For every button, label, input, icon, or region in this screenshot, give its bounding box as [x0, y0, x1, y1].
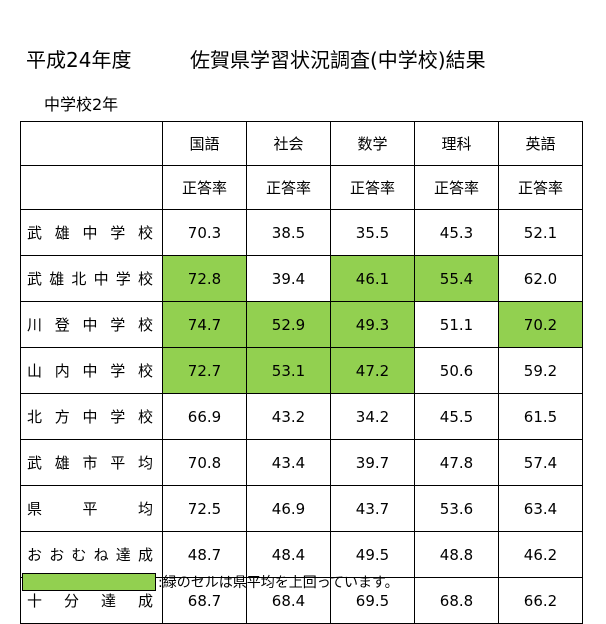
- score-cell: 53.6: [414, 485, 499, 532]
- score-cell: 35.5: [330, 209, 415, 256]
- subject-header: 英語: [498, 121, 583, 166]
- score-cell: 74.7: [162, 301, 247, 348]
- school-name-cell: 北方中学校: [20, 393, 163, 440]
- rate-header: 正答率: [246, 165, 331, 210]
- school-name: 武雄中学校: [27, 224, 153, 242]
- score-cell: 66.2: [498, 577, 583, 624]
- school-name: 十分達成: [27, 592, 153, 610]
- score-cell: 72.8: [162, 255, 247, 302]
- score-cell: 39.7: [330, 439, 415, 486]
- rate-header: 正答率: [414, 165, 499, 210]
- subject-header-row: 国語 社会 数学 理科 英語: [20, 121, 583, 166]
- score-cell: 48.4: [246, 531, 331, 578]
- table-row: 川登中学校 74.7 52.9 49.3 51.1 70.2: [20, 301, 583, 348]
- score-cell: 55.4: [414, 255, 499, 302]
- score-cell: 43.4: [246, 439, 331, 486]
- school-name: 県平均: [27, 500, 153, 518]
- score-cell: 69.5: [330, 577, 415, 624]
- score-cell: 49.5: [330, 531, 415, 578]
- score-cell: 70.8: [162, 439, 247, 486]
- rate-header-row: 正答率 正答率 正答率 正答率 正答率: [20, 165, 583, 210]
- score-cell: 51.1: [414, 301, 499, 348]
- score-cell: 70.2: [498, 301, 583, 348]
- score-cell: 46.2: [498, 531, 583, 578]
- score-cell: 47.2: [330, 347, 415, 394]
- table-row: 武雄北中学校 72.8 39.4 46.1 55.4 62.0: [20, 255, 583, 302]
- year-title: 平成24年度: [26, 48, 132, 72]
- table-row: 北方中学校 66.9 43.2 34.2 45.5 61.5: [20, 393, 583, 440]
- score-cell: 48.7: [162, 531, 247, 578]
- score-cell: 68.8: [414, 577, 499, 624]
- score-cell: 43.7: [330, 485, 415, 532]
- subject-header: 数学: [330, 121, 415, 166]
- score-cell: 68.7: [162, 577, 247, 624]
- table-row: おおむね達成 48.7 48.4 49.5 48.8 46.2: [20, 531, 583, 578]
- school-name: 北方中学校: [27, 408, 153, 426]
- school-name-cell: 県平均: [20, 485, 163, 532]
- school-name: 川登中学校: [27, 316, 153, 334]
- school-name-cell: 山内中学校: [20, 347, 163, 394]
- score-cell: 59.2: [498, 347, 583, 394]
- table-row: 十分達成 68.7 68.4 69.5 68.8 66.2: [20, 577, 583, 624]
- score-cell: 61.5: [498, 393, 583, 440]
- score-cell: 45.3: [414, 209, 499, 256]
- table-row: 武雄中学校 70.3 38.5 35.5 45.3 52.1: [20, 209, 583, 256]
- school-name-cell: 武雄市平均: [20, 439, 163, 486]
- school-name-cell: 武雄中学校: [20, 209, 163, 256]
- score-cell: 38.5: [246, 209, 331, 256]
- score-cell: 52.1: [498, 209, 583, 256]
- table-row: 山内中学校 72.7 53.1 47.2 50.6 59.2: [20, 347, 583, 394]
- score-cell: 48.8: [414, 531, 499, 578]
- school-name: 武雄北中学校: [27, 270, 153, 288]
- score-cell: 34.2: [330, 393, 415, 440]
- score-cell: 72.7: [162, 347, 247, 394]
- score-cell: 66.9: [162, 393, 247, 440]
- score-cell: 46.9: [246, 485, 331, 532]
- score-cell: 62.0: [498, 255, 583, 302]
- page-title: 佐賀県学習状況調査(中学校)結果: [190, 48, 486, 72]
- table-row: 県平均 72.5 46.9 43.7 53.6 63.4: [20, 485, 583, 532]
- grade-label: 中学校2年: [44, 95, 119, 114]
- score-cell: 49.3: [330, 301, 415, 348]
- score-cell: 52.9: [246, 301, 331, 348]
- school-name-cell: おおむね達成: [20, 531, 163, 578]
- score-cell: 53.1: [246, 347, 331, 394]
- score-cell: 72.5: [162, 485, 247, 532]
- score-cell: 63.4: [498, 485, 583, 532]
- score-cell: 43.2: [246, 393, 331, 440]
- school-name-cell: 武雄北中学校: [20, 255, 163, 302]
- corner-cell: [20, 121, 163, 166]
- legend-swatch: [22, 573, 156, 591]
- legend-text: :緑のセルは県平均を上回っています。: [158, 575, 399, 591]
- school-name: おおむね達成: [27, 546, 153, 564]
- school-name-cell: 川登中学校: [20, 301, 163, 348]
- rate-header: 正答率: [330, 165, 415, 210]
- results-table: 国語 社会 数学 理科 英語 正答率 正答率 正答率 正答率 正答率 武雄中学校…: [20, 121, 583, 624]
- rate-header: 正答率: [162, 165, 247, 210]
- score-cell: 57.4: [498, 439, 583, 486]
- table-row: 武雄市平均 70.8 43.4 39.7 47.8 57.4: [20, 439, 583, 486]
- score-cell: 46.1: [330, 255, 415, 302]
- corner-cell: [20, 165, 163, 210]
- score-cell: 70.3: [162, 209, 247, 256]
- score-cell: 47.8: [414, 439, 499, 486]
- score-cell: 45.5: [414, 393, 499, 440]
- subject-header: 理科: [414, 121, 499, 166]
- rate-header: 正答率: [498, 165, 583, 210]
- subject-header: 社会: [246, 121, 331, 166]
- school-name: 山内中学校: [27, 362, 153, 380]
- score-cell: 50.6: [414, 347, 499, 394]
- score-cell: 39.4: [246, 255, 331, 302]
- subject-header: 国語: [162, 121, 247, 166]
- school-name: 武雄市平均: [27, 454, 153, 472]
